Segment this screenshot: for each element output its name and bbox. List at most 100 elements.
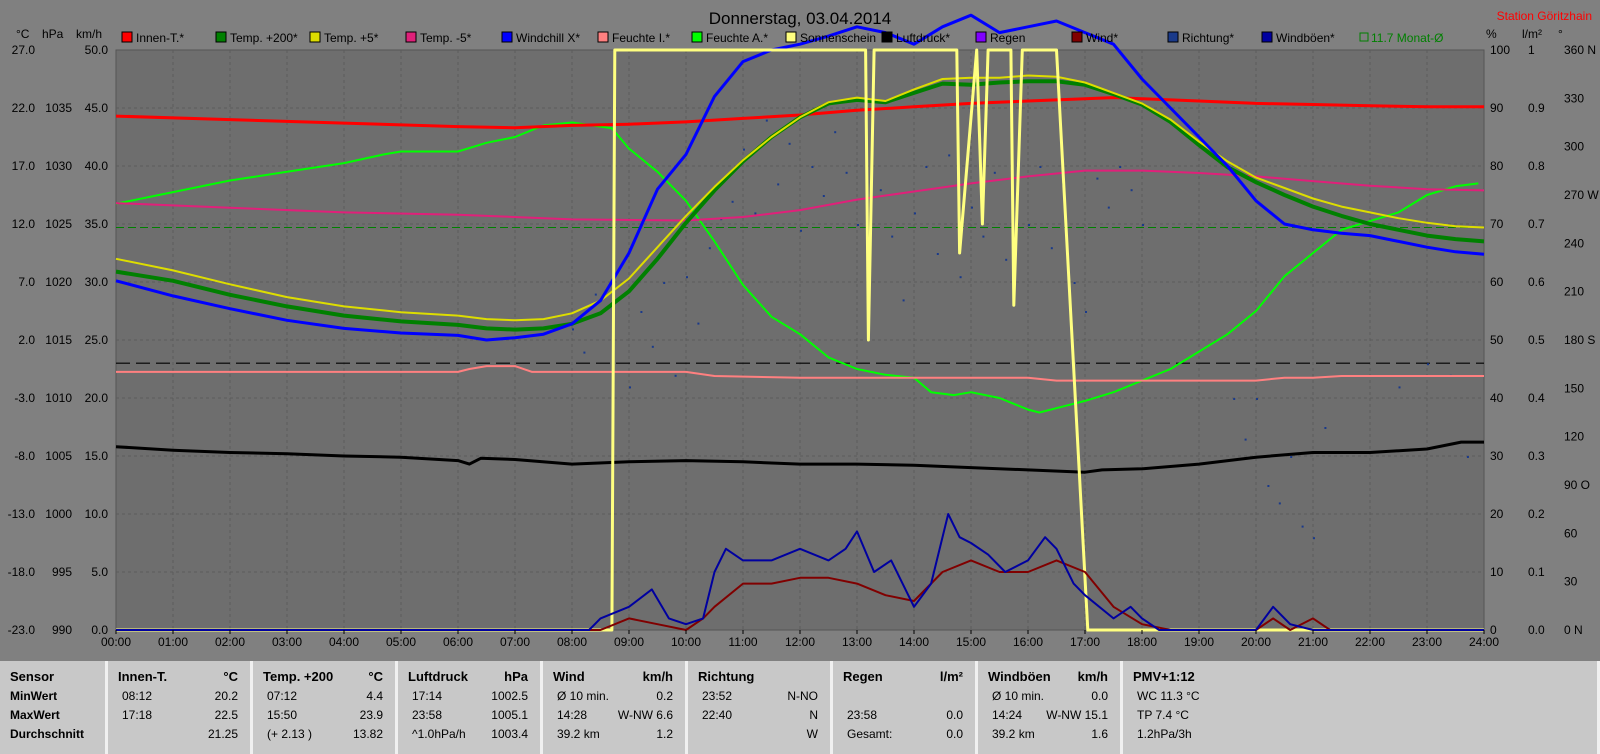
y-tick-label-celsius: 7.0 (18, 275, 35, 289)
legend-wind-label: Wind* (1086, 31, 1118, 45)
legend: Innen-T.* Temp. +200* Temp. +5* Temp. -5* Wi… (121, 31, 1443, 45)
table-cell: MaxWert (10, 708, 60, 722)
richtung-dot (948, 154, 951, 157)
richtung-dot (971, 206, 973, 209)
legend-richtung-label: Richtung* (1182, 31, 1234, 45)
y-tick-label-celsius: 12.0 (12, 217, 36, 231)
legend-feuchte-i-label: Feuchte I.* (612, 31, 670, 45)
unit-lm2: l/m² (1522, 27, 1542, 41)
chart-title: Donnerstag, 03.04.2014 (709, 9, 891, 28)
richtung-dot (1130, 189, 1133, 192)
x-tick-label: 10:00 (671, 635, 701, 649)
table-cell-value: 4.4 (366, 689, 383, 703)
richtung-dot (1267, 485, 1270, 487)
richtung-dot (1073, 282, 1076, 284)
table-cell-value: 13.82 (352, 727, 383, 741)
richtung-dot (572, 328, 574, 331)
richtung-dot (754, 212, 757, 215)
x-tick-label: 03:00 (272, 635, 302, 649)
column-unit: km/h (1077, 669, 1108, 684)
table-cell-value: 23.9 (359, 708, 383, 722)
column-header: Temp. +200 (263, 669, 334, 684)
y-tick-label-kmh: 10.0 (85, 507, 109, 521)
richtung-dot (959, 276, 962, 279)
series-innen-t (115, 96, 1484, 130)
table-cell: 1.2hPa/3h (1137, 727, 1192, 741)
y-tick-label-percent: 20 (1490, 507, 1504, 521)
richtung-dot (583, 351, 586, 354)
legend-temp-5-label: Temp. -5* (420, 31, 472, 45)
table-cell-value: 1.6 (1091, 727, 1108, 741)
table-cell: TP 7.4 °C (1137, 708, 1189, 722)
legend-temp-5-swatch (405, 31, 417, 43)
richtung-dot (674, 374, 677, 377)
richtung-dot (902, 299, 905, 302)
richtung-dot (1290, 456, 1293, 458)
richtung-dot (1398, 386, 1401, 389)
series-temp-5 (115, 169, 1485, 222)
richtung-dot (811, 166, 814, 168)
x-tick-label: 07:00 (500, 635, 530, 649)
legend-regen-label: Regen (990, 31, 1025, 45)
y-tick-label-hpa: 1035 (45, 101, 72, 115)
table-column: Luftdruck hPa 17:14 1002.5 23:58 1005.1 ^1.0hP… (398, 661, 543, 754)
column-header: PMV+1:12 (1133, 669, 1195, 684)
table-cell: 15:50 (267, 708, 298, 722)
y-tick-label-percent: 10 (1490, 565, 1504, 579)
y-tick-label-direction: 270 W (1564, 188, 1599, 202)
column-header: Luftdruck (408, 669, 468, 684)
y-tick-label-lm2: 1 (1528, 43, 1535, 57)
y-tick-label-celsius: -18.0 (8, 565, 36, 579)
richtung-dot (1233, 398, 1236, 400)
x-tick-label: 19:00 (1184, 635, 1214, 649)
y-tick-label-hpa: 990 (52, 623, 72, 637)
table-cell-value: 22.5 (214, 708, 238, 722)
x-tick-label: 16:00 (1013, 635, 1043, 649)
richtung-dot (1324, 427, 1327, 429)
x-tick-label: 12:00 (785, 635, 815, 649)
x-tick-label: 08:00 (557, 635, 587, 649)
y-tick-label-kmh: 40.0 (85, 159, 109, 173)
y-tick-label-celsius: -23.0 (8, 623, 36, 637)
x-tick-label: 00:00 (101, 635, 131, 649)
table-cell: Durchschnitt (10, 727, 85, 741)
y-tick-label-celsius: 17.0 (12, 159, 36, 173)
richtung-dot (1301, 525, 1304, 528)
y-tick-label-percent: 70 (1490, 217, 1504, 231)
y-tick-label-lm2: 0.5 (1528, 333, 1545, 347)
series-temp-5 (115, 74, 1485, 322)
y-tick-label-kmh: 0.0 (91, 623, 108, 637)
y-tick-label-percent: 100 (1490, 43, 1510, 57)
table-cell: WC 11.3 °C (1137, 689, 1200, 703)
column-unit: km/h (642, 669, 673, 684)
y-tick-label-lm2: 0.4 (1528, 391, 1545, 405)
y-tick-label-celsius: 27.0 (12, 43, 36, 57)
unit-hpa: hPa (42, 27, 64, 41)
table-column: Innen-T. °C 08:12 20.2 17:18 22.5 21.25 (108, 661, 253, 754)
table-cell-value: 0.2 (656, 689, 673, 703)
richtung-dot (640, 311, 643, 313)
table-cell: 08:12 (122, 689, 153, 703)
table-cell: 39.2 km (992, 727, 1035, 741)
table-cell: 14:24 (992, 708, 1023, 722)
table-column: Windböen km/h Ø 10 min. 0.0 14:24 W-NW 15.1 39… (978, 661, 1123, 754)
x-tick-label: 24:00 (1469, 635, 1499, 649)
richtung-dot (777, 183, 780, 186)
series-wind (116, 559, 1484, 631)
x-tick-label: 18:00 (1127, 635, 1157, 649)
column-header: Richtung (698, 669, 755, 684)
column-header: Innen-T. (118, 669, 168, 684)
richtung-dot (1085, 311, 1087, 313)
legend-feuchte-i-swatch (597, 31, 609, 43)
y-tick-label-percent: 40 (1490, 391, 1504, 405)
y-tick-label-direction: 0 N (1564, 623, 1583, 637)
y-tick-label-hpa: 1015 (45, 333, 72, 347)
station-label: Station Göritzhain (1497, 9, 1592, 23)
richtung-dot (765, 119, 768, 122)
y-tick-label-direction: 30 (1564, 575, 1578, 589)
axes-group: 00:00 01:00 02:00 03:00 04:00 05:00 06:00 07:00… (8, 27, 1600, 649)
richtung-dot (708, 247, 711, 250)
y-tick-label-celsius: -3.0 (14, 391, 35, 405)
x-tick-label: 06:00 (443, 635, 473, 649)
table-cell: 22:40 (702, 708, 733, 722)
